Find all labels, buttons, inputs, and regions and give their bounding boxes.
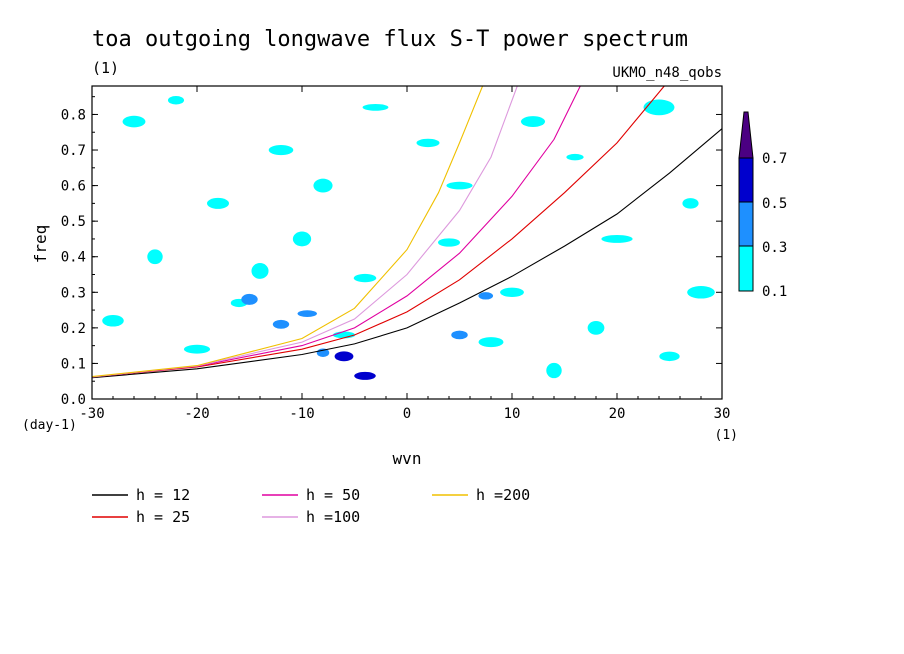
legend-label: h =100 — [306, 508, 360, 526]
contour-blob — [268, 144, 294, 156]
contour-blob — [446, 181, 473, 190]
contour-blob — [546, 362, 562, 379]
x-axis-label: wvn — [393, 449, 422, 468]
contour-blob — [682, 198, 699, 209]
contour-blob — [147, 249, 163, 265]
contour-blob — [183, 344, 211, 354]
y-tick-label: 0.6 — [61, 179, 86, 195]
y-tick-label: 0.5 — [61, 214, 86, 230]
contour-blob — [601, 234, 633, 243]
contour-blob — [353, 273, 377, 283]
contour-blob — [659, 351, 680, 362]
y-tick-label: 0.4 — [61, 250, 86, 266]
y-tick-label: 0.7 — [61, 143, 86, 159]
x-tick-label: -30 — [79, 406, 104, 422]
contour-blob — [520, 116, 546, 128]
dispersion-curve — [91, 128, 723, 379]
colorbar-label: 0.1 — [762, 284, 787, 300]
dispersion-curve — [91, 85, 581, 378]
colorbar-label: 0.5 — [762, 196, 787, 212]
x-tick-label: 10 — [504, 406, 521, 422]
y-tick-label: 0.8 — [61, 107, 86, 123]
x-axis-unit: (1) — [715, 428, 738, 443]
contour-blob — [437, 238, 461, 247]
legend-label: h = 12 — [136, 486, 190, 504]
plot-area: -30 -20 -10 0 10 20 30 0.00.10.20.30.40.50.60.… — [61, 85, 730, 422]
dispersion-curve — [91, 85, 484, 378]
contour-blob — [362, 103, 389, 111]
contour-blob — [587, 320, 605, 335]
contour-blob — [122, 115, 146, 128]
contour-blob — [643, 99, 675, 116]
contour-blob — [478, 337, 504, 348]
x-tick-label: 0 — [403, 406, 411, 422]
legend: h = 12 h = 25 h = 50 h =100 h =200 — [92, 486, 530, 526]
dispersion-curve — [91, 85, 665, 378]
contour-blob — [207, 197, 229, 209]
x-axis-ticks: -30 -20 -10 0 10 20 30 — [79, 86, 730, 422]
colorbar-label: 0.7 — [762, 151, 787, 167]
colorbar-segment — [738, 245, 754, 292]
y-axis-unit: (day-1) — [22, 418, 77, 433]
y-axis-label: freq — [31, 225, 50, 264]
colorbar-arrow — [738, 111, 754, 159]
chart-subtitle-right: UKMO_n48_qobs — [612, 65, 722, 81]
colorbar-segment — [738, 157, 754, 203]
dispersion-curve-layer — [91, 85, 723, 379]
legend-label: h = 25 — [136, 508, 190, 526]
contour-blob — [102, 314, 124, 327]
contour-blob — [251, 263, 269, 279]
legend-label: h =200 — [476, 486, 530, 504]
x-tick-label: 20 — [609, 406, 626, 422]
contour-blob — [416, 138, 440, 148]
contour-blob — [241, 293, 258, 305]
x-tick-label: -10 — [289, 406, 314, 422]
y-tick-label: 0.1 — [61, 356, 86, 372]
x-tick-label: -20 — [184, 406, 209, 422]
dispersion-curve — [91, 85, 518, 378]
contour-blob — [292, 231, 312, 247]
chart-title: toa outgoing longwave flux S-T power spe… — [92, 27, 688, 52]
contour-fill-layer — [102, 96, 715, 380]
y-tick-label: 0.0 — [61, 392, 86, 408]
y-tick-label: 0.3 — [61, 285, 86, 301]
contour-blob — [272, 319, 290, 329]
chart-subtitle-left: (1) — [92, 59, 119, 77]
contour-blob — [334, 351, 354, 362]
legend-label: h = 50 — [306, 486, 360, 504]
contour-blob — [500, 287, 524, 297]
contour-blob — [297, 310, 317, 318]
colorbar: 0.1 0.3 0.5 0.7 — [738, 111, 787, 300]
contour-blob — [313, 178, 333, 193]
contour-blob — [687, 286, 715, 299]
contour-blob — [566, 153, 584, 161]
plot-background — [92, 86, 722, 399]
x-tick-label: 30 — [714, 406, 731, 422]
colorbar-segment — [738, 201, 754, 247]
y-axis-ticks: 0.0 0.1 0.2 0.3 0.4 0.5 0.6 0.7 0.8 — [61, 96, 722, 408]
contour-blob — [478, 292, 494, 300]
contour-blob — [354, 371, 376, 380]
contour-blob — [451, 330, 468, 340]
y-tick-label: 0.2 — [61, 321, 86, 337]
contour-blob — [167, 96, 185, 105]
colorbar-label: 0.3 — [762, 240, 787, 256]
